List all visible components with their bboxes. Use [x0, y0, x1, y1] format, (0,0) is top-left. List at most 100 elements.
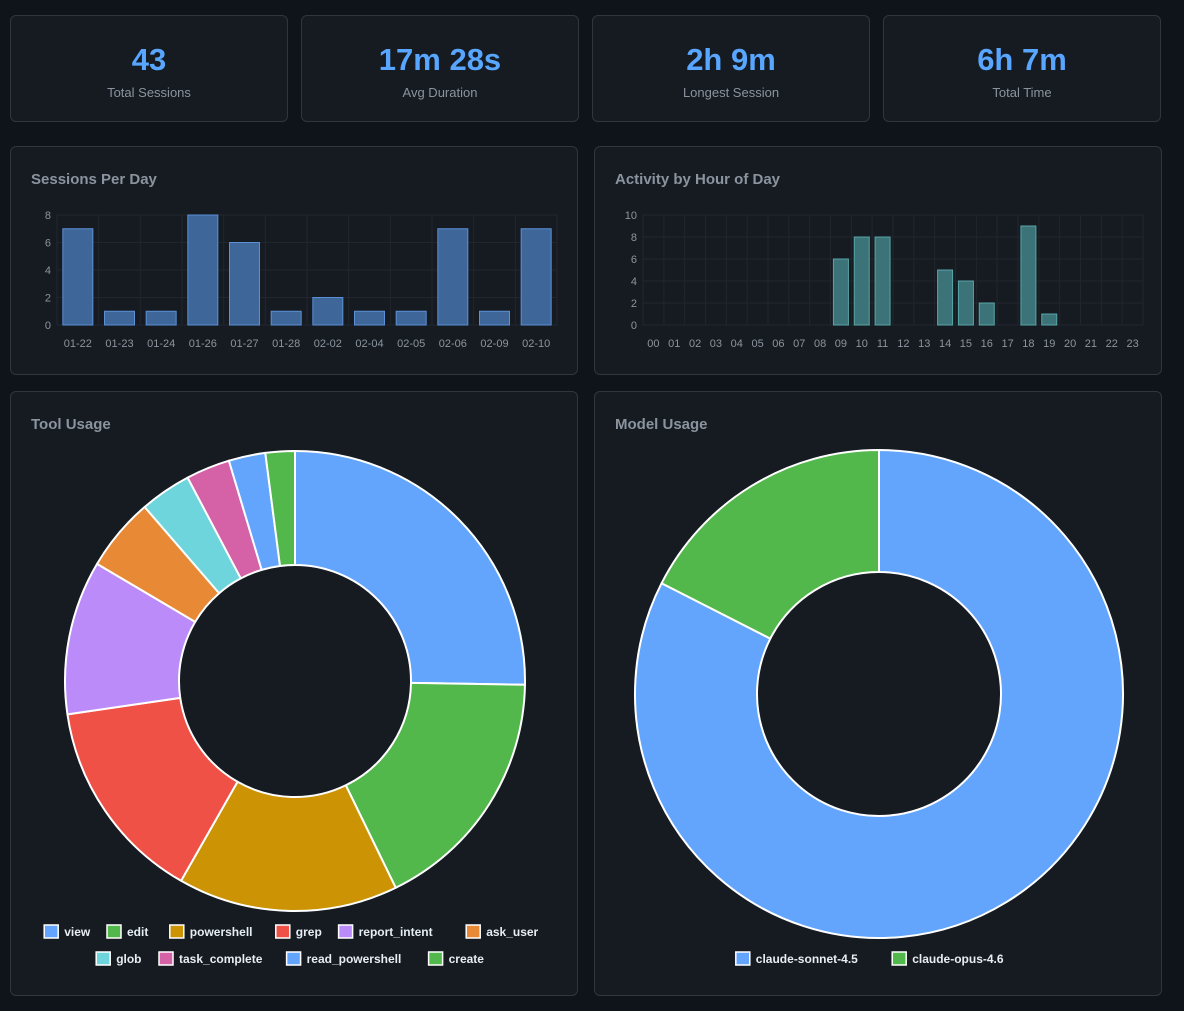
x-tick-label: 20 [1064, 338, 1076, 350]
legend-swatch [891, 951, 907, 966]
legend-item-create: create [427, 951, 485, 966]
x-tick-label: 21 [1085, 338, 1097, 350]
legend-item-report_intent: report_intent [337, 924, 433, 939]
stat-label: Avg Duration [402, 85, 478, 100]
legend-swatch [106, 924, 122, 939]
legend-label: create [449, 952, 485, 966]
x-tick-label: 02-06 [439, 338, 467, 350]
model-usage-panel: Model Usage claude-sonnet-4.5 claude-opus… [594, 391, 1162, 996]
x-tick-label: 11 [877, 338, 888, 350]
legend-label: glob [116, 952, 141, 966]
model-usage-chart: claude-sonnet-4.5 claude-opus-4.6 [634, 449, 1124, 966]
x-tick-label: 01-22 [64, 338, 92, 350]
x-tick-label: 04 [731, 338, 743, 350]
bar-01-22 [62, 228, 94, 326]
slice-grep [66, 696, 239, 882]
bar-02-10 [520, 228, 552, 326]
legend-item-powershell: powershell [169, 924, 253, 939]
stat-card-total-sessions: 43 Total Sessions [10, 15, 288, 122]
legend-label: view [64, 925, 91, 939]
x-tick-label: 02-05 [397, 338, 425, 350]
y-tick-label: 8 [45, 210, 51, 222]
x-tick-label: 22 [1106, 338, 1118, 350]
legend-swatch [275, 924, 291, 939]
x-tick-label: 02-04 [355, 338, 383, 350]
legend-swatch [169, 924, 185, 939]
bar-01-23 [104, 310, 135, 326]
y-tick-label: 6 [45, 238, 51, 250]
legend-label: read_powershell [307, 952, 402, 966]
bar-15 [957, 280, 974, 326]
legend-label: claude-opus-4.6 [912, 952, 1004, 966]
y-tick-label: 2 [45, 293, 51, 305]
stat-label: Total Sessions [107, 85, 191, 100]
x-tick-label: 01 [668, 338, 680, 350]
x-tick-label: 16 [981, 338, 993, 350]
x-tick-label: 18 [1022, 338, 1034, 350]
sessions-per-day-panel: Sessions Per Day 0 2 4 6 8 01-22 01-23 01-24 01-… [10, 146, 578, 375]
legend-swatch [43, 924, 59, 939]
bar-02-09 [479, 310, 510, 326]
legend-swatch [337, 924, 354, 939]
y-tick-label: 8 [631, 232, 637, 244]
stat-value: 17m 28s [378, 42, 502, 77]
bar-02-02 [312, 297, 344, 326]
legend-swatch [158, 951, 174, 966]
x-tick-label: 17 [1001, 338, 1013, 350]
slice-powershell [180, 780, 397, 912]
bar-01-28 [270, 310, 302, 326]
tool-usage-panel: Tool Usage view edit powershell grep report_… [10, 391, 578, 996]
x-tick-label: 02-09 [480, 338, 508, 350]
legend-swatch [285, 951, 302, 966]
x-tick-label: 01-26 [189, 338, 217, 350]
stat-label: Total Time [992, 85, 1052, 100]
x-tick-label: 08 [814, 338, 826, 350]
slice-view [294, 450, 526, 686]
slice-claude-opus-4.6 [660, 449, 880, 640]
x-tick-label: 19 [1043, 338, 1055, 350]
legend-item-task_complete: task_complete [158, 951, 263, 966]
stat-value: 6h 7m [977, 42, 1067, 77]
legend-item-grep: grep [275, 924, 322, 939]
x-tick-label: 12 [897, 338, 909, 350]
bar-02-06 [437, 228, 469, 326]
x-tick-label: 03 [710, 338, 722, 350]
bar-11 [874, 236, 891, 326]
y-tick-label: 4 [45, 265, 51, 277]
y-tick-label: 2 [631, 298, 637, 310]
x-tick-label: 09 [835, 338, 847, 350]
legend-item-view: view [43, 924, 91, 939]
legend-item-ask_user: ask_user [465, 924, 539, 939]
slice-edit [344, 681, 526, 889]
x-tick-label: 01-23 [105, 338, 133, 350]
x-tick-label: 00 [647, 338, 659, 350]
panel-title: Activity by Hour of Day [615, 171, 781, 188]
legend-swatch [465, 924, 481, 939]
bar-14 [937, 269, 954, 326]
y-tick-label: 10 [625, 210, 637, 222]
x-tick-label: 23 [1126, 338, 1138, 350]
legend-label: ask_user [486, 925, 538, 939]
x-tick-label: 15 [960, 338, 972, 350]
slice-claude-sonnet-4.5 [634, 449, 1124, 939]
legend-label: powershell [190, 925, 253, 939]
panel-title: Sessions Per Day [31, 171, 157, 188]
x-tick-label: 02-02 [314, 338, 342, 350]
x-tick-label: 01-28 [272, 338, 300, 350]
stat-card-longest-session: 2h 9m Longest Session [592, 15, 870, 122]
y-tick-label: 0 [631, 320, 637, 332]
bar-02-05 [395, 310, 427, 326]
bar-16 [978, 302, 995, 326]
y-tick-label: 0 [45, 320, 51, 332]
x-tick-label: 05 [751, 338, 763, 350]
stat-value: 2h 9m [686, 42, 776, 77]
stat-card-avg-duration: 17m 28s Avg Duration [301, 15, 579, 122]
y-tick-label: 4 [631, 276, 637, 288]
slice-create [264, 450, 296, 567]
legend-label: grep [296, 925, 322, 939]
stat-value: 43 [131, 42, 167, 77]
x-tick-label: 02-10 [522, 338, 550, 350]
legend-label: claude-sonnet-4.5 [756, 952, 858, 966]
bar-09 [832, 258, 849, 326]
legend-label: task_complete [179, 952, 263, 966]
